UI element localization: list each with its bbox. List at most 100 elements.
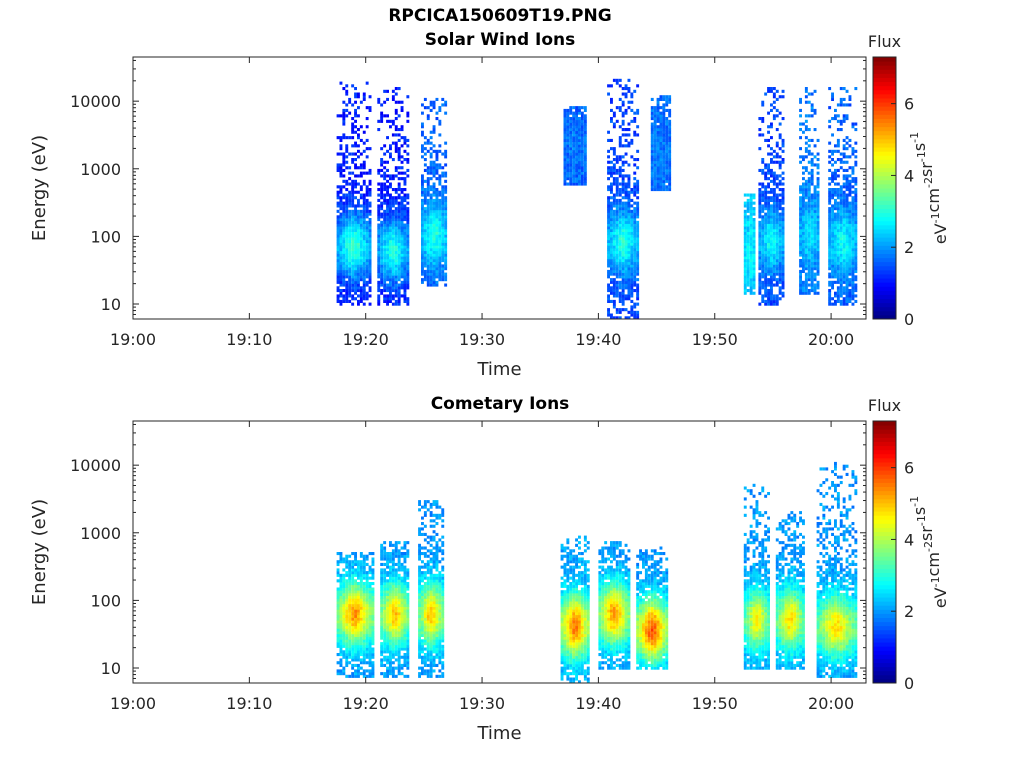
flux-cell bbox=[354, 650, 357, 654]
flux-cell bbox=[563, 111, 567, 115]
flux-cell bbox=[802, 182, 805, 186]
flux-cell bbox=[618, 259, 622, 263]
flux-cell bbox=[566, 122, 570, 126]
flux-cell bbox=[842, 278, 846, 282]
flux-cell bbox=[612, 259, 616, 263]
flux-cell bbox=[810, 231, 814, 235]
flux-cell bbox=[831, 231, 834, 235]
colorbar-step bbox=[873, 208, 896, 214]
flux-cell bbox=[633, 283, 637, 287]
flux-cell bbox=[406, 242, 410, 246]
flux-cell bbox=[345, 584, 349, 588]
flux-cell bbox=[421, 103, 424, 107]
flux-cell bbox=[391, 278, 395, 282]
flux-cell bbox=[348, 269, 352, 273]
flux-cell bbox=[391, 557, 395, 561]
flux-cell bbox=[772, 177, 776, 181]
flux-cell bbox=[397, 294, 401, 298]
flux-cell bbox=[394, 272, 398, 276]
flux-cell bbox=[633, 207, 637, 211]
colorbar-step bbox=[873, 302, 896, 308]
flux-cell bbox=[839, 188, 843, 192]
flux-cell bbox=[828, 299, 832, 303]
flux-cell bbox=[845, 218, 849, 222]
flux-cell bbox=[813, 242, 817, 246]
flux-cell bbox=[828, 275, 832, 279]
flux-cell bbox=[627, 128, 631, 132]
flux-cell bbox=[389, 601, 392, 605]
flux-cell bbox=[397, 286, 401, 290]
flux-cell bbox=[365, 598, 369, 602]
flux-cell bbox=[380, 245, 384, 249]
flux-cell bbox=[345, 149, 349, 153]
flux-cell bbox=[851, 297, 855, 301]
flux-cell bbox=[618, 264, 622, 268]
flux-cell bbox=[615, 160, 619, 164]
flux-cell bbox=[345, 631, 349, 635]
flux-cell bbox=[807, 160, 811, 164]
flux-cell bbox=[665, 144, 669, 148]
panel-0: 19:00 19:10 19:20 19:30 19:40 19:50 20:00Time1… bbox=[29, 32, 950, 380]
flux-cell bbox=[772, 228, 776, 232]
flux-cell bbox=[391, 653, 395, 657]
flux-cell bbox=[362, 614, 366, 618]
flux-cell bbox=[761, 264, 765, 268]
flux-cell bbox=[421, 248, 424, 252]
flux-cell bbox=[569, 179, 573, 183]
flux-cell bbox=[834, 212, 837, 216]
flux-cell bbox=[650, 160, 654, 164]
flux-cell bbox=[831, 245, 834, 249]
flux-cell bbox=[839, 87, 843, 91]
flux-cell bbox=[444, 190, 448, 194]
flux-cell bbox=[386, 174, 389, 178]
flux-cell bbox=[636, 316, 640, 320]
flux-cell bbox=[426, 212, 430, 216]
flux-cell bbox=[848, 97, 852, 101]
flux-cell bbox=[368, 658, 372, 662]
flux-cell bbox=[578, 133, 581, 137]
flux-cell bbox=[441, 278, 445, 282]
flux-cell bbox=[386, 160, 389, 164]
flux-cell bbox=[345, 242, 349, 246]
flux-cell bbox=[371, 614, 375, 618]
flux-cell bbox=[386, 647, 389, 651]
flux-cell bbox=[746, 272, 750, 276]
flux-cell bbox=[764, 171, 768, 175]
flux-cell bbox=[668, 166, 672, 170]
flux-cell bbox=[391, 642, 395, 646]
flux-cell bbox=[810, 286, 814, 290]
flux-cell bbox=[851, 223, 855, 227]
flux-cell bbox=[351, 582, 355, 586]
flux-cell bbox=[807, 242, 811, 246]
flux-cell bbox=[618, 291, 622, 295]
flux-cell bbox=[627, 256, 631, 260]
flux-cell bbox=[354, 220, 357, 224]
flux-cell bbox=[432, 188, 436, 192]
flux-cell bbox=[816, 226, 820, 230]
flux-cell bbox=[429, 248, 433, 252]
flux-cell bbox=[656, 147, 660, 151]
flux-cell bbox=[354, 119, 357, 123]
flux-cell bbox=[854, 179, 858, 183]
flux-cell bbox=[345, 612, 349, 616]
flux-cell bbox=[432, 106, 436, 110]
flux-cell bbox=[342, 239, 346, 243]
flux-cell bbox=[807, 245, 811, 249]
flux-cell bbox=[607, 239, 610, 243]
flux-cell bbox=[380, 283, 384, 287]
flux-cell bbox=[380, 576, 384, 580]
flux-cell bbox=[380, 625, 384, 629]
flux-cell bbox=[813, 248, 817, 252]
flux-cell bbox=[770, 299, 773, 303]
colorbar-step bbox=[873, 216, 896, 222]
flux-cell bbox=[834, 198, 837, 202]
flux-cell bbox=[775, 155, 779, 159]
flux-cell bbox=[752, 256, 756, 260]
flux-cell bbox=[362, 231, 366, 235]
flux-cell bbox=[391, 97, 395, 101]
flux-cell bbox=[339, 166, 343, 170]
flux-cell bbox=[802, 171, 805, 175]
flux-cell bbox=[345, 196, 349, 200]
flux-cell bbox=[799, 190, 802, 194]
flux-cell bbox=[665, 158, 669, 162]
